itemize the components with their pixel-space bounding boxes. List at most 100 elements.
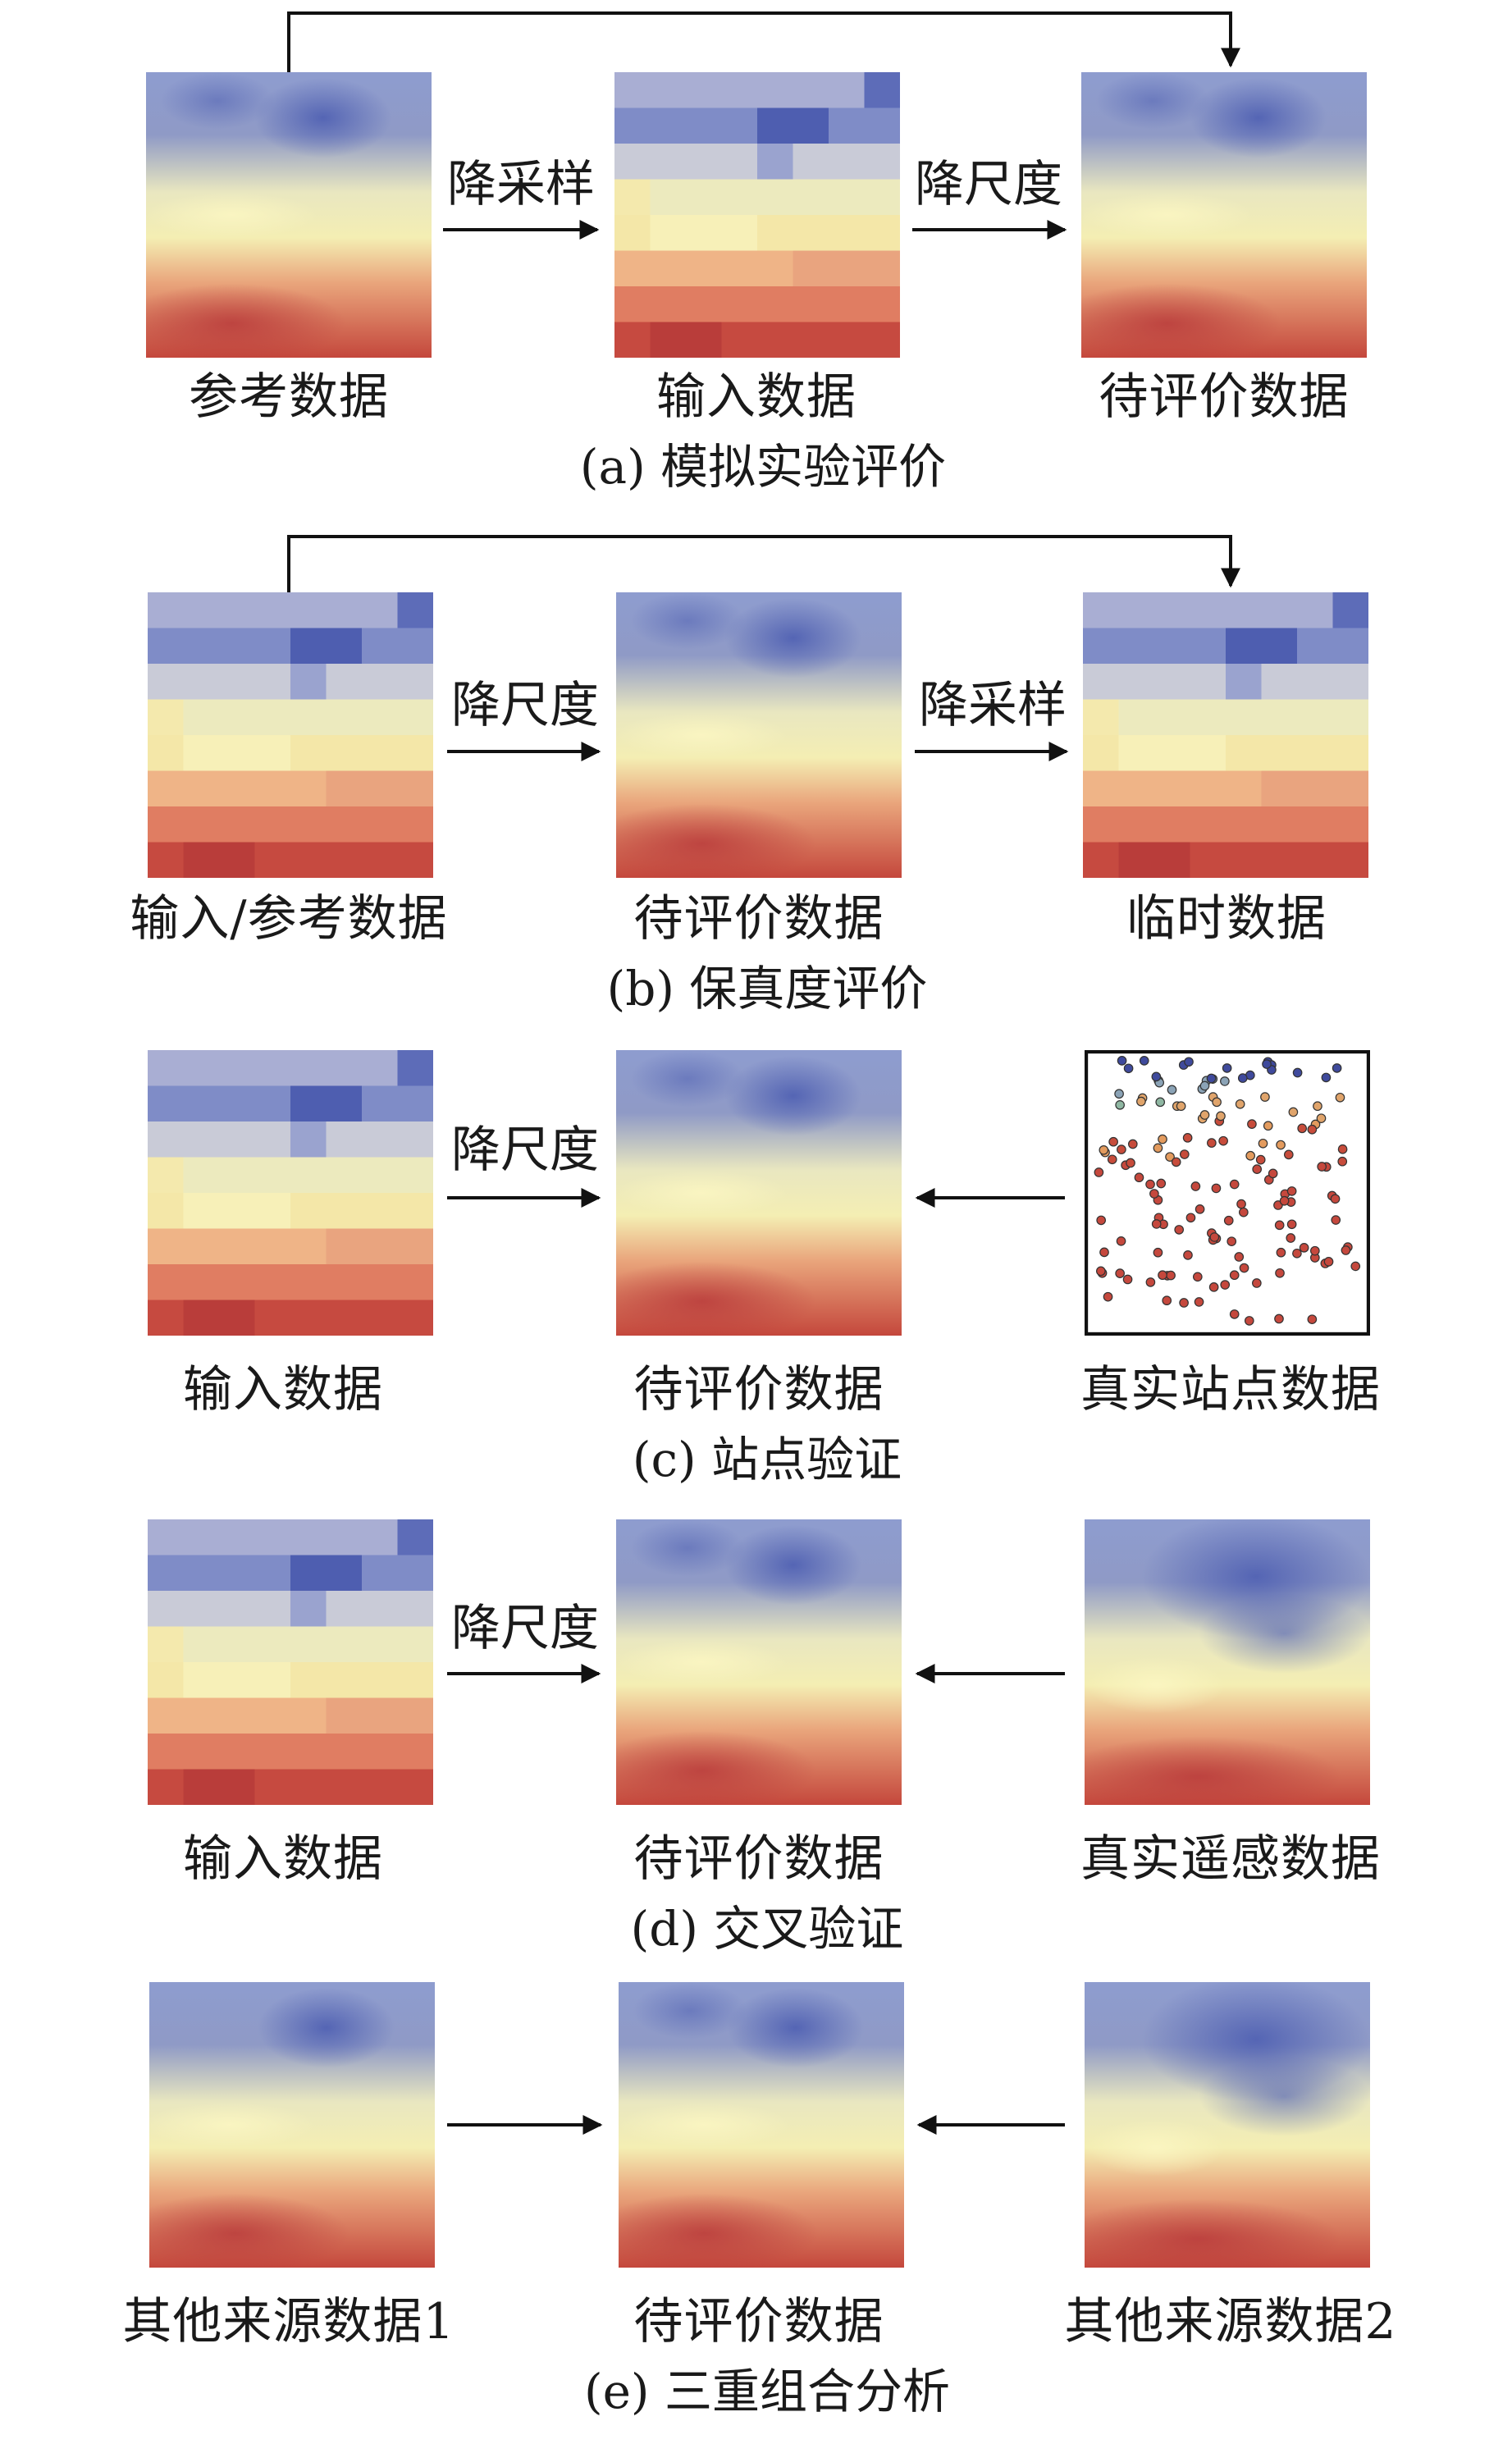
grid-cell (686, 250, 723, 287)
grid-cell (864, 286, 900, 323)
grid-cell (183, 1085, 220, 1122)
grid-cell (864, 144, 900, 180)
grid-cell (1190, 664, 1227, 701)
station-point (1099, 1144, 1109, 1155)
station-point (1149, 1189, 1159, 1199)
station-point (1117, 1144, 1126, 1154)
grid-cell (829, 322, 866, 358)
station-point (1288, 1107, 1299, 1117)
grid-cell (397, 806, 433, 843)
station-point (1158, 1134, 1167, 1144)
input-data-grid (148, 1050, 433, 1336)
grid-cell (148, 1085, 185, 1122)
grid-cell (721, 215, 758, 252)
grid-cell (757, 322, 794, 358)
station-point (1239, 1263, 1249, 1273)
grid-cell (1332, 699, 1368, 736)
caption-b: (b) 保真度评价 (606, 961, 928, 1016)
label-evaluated-data: 待评价数据 (1099, 368, 1350, 426)
station-point (1122, 1274, 1133, 1285)
station-point (1222, 1063, 1232, 1073)
grid-cell (650, 286, 687, 323)
caption-a: (a) 模拟实验评价 (579, 439, 947, 495)
grid-cell (1190, 842, 1227, 878)
grid-cell (219, 1300, 256, 1336)
station-point (1235, 1099, 1245, 1109)
grid-cell (1297, 842, 1334, 878)
grid-cell (326, 1769, 363, 1805)
input-data-grid (148, 1519, 433, 1805)
grid-cell (650, 107, 687, 144)
grid-cell (1226, 592, 1263, 629)
grid-cell (362, 1264, 399, 1301)
station-point (1292, 1248, 1302, 1259)
grid-cell (1154, 770, 1191, 807)
grid-cell (397, 1769, 433, 1805)
station-point (1260, 1092, 1270, 1102)
grid-cell (183, 1228, 220, 1265)
grid-cell (290, 770, 327, 807)
grid-cell (614, 215, 651, 252)
grid-cell (290, 1734, 327, 1770)
grid-cell (290, 1121, 327, 1158)
grid-cell (1226, 699, 1263, 736)
grid-cell (148, 735, 185, 772)
label-evaluated-data: 待评价数据 (633, 1361, 884, 1418)
grid-cell (1083, 806, 1120, 843)
grid-cell (148, 1193, 185, 1230)
grid-cell (397, 770, 433, 807)
grid-cell (183, 664, 220, 701)
grid-cell (1083, 842, 1120, 878)
grid-cell (326, 1662, 363, 1699)
grid-cell (326, 1157, 363, 1194)
grid-cell (254, 1519, 291, 1556)
grid-cell (183, 1591, 220, 1628)
station-point (1155, 1097, 1166, 1108)
grid-cell (829, 72, 866, 109)
grid-cell (1118, 806, 1155, 843)
grid-cell (362, 842, 399, 878)
grid-cell (1154, 664, 1191, 701)
grid-cell (686, 179, 723, 216)
grid-cell (1118, 592, 1155, 629)
station-point (1115, 1099, 1125, 1110)
grid-cell (254, 770, 291, 807)
station-point (1223, 1215, 1234, 1226)
station-point (1276, 1247, 1286, 1258)
grid-cell (148, 1228, 185, 1265)
other-source-data-1-field (149, 1982, 435, 2268)
grid-cell (1083, 735, 1120, 772)
grid-cell (397, 1193, 433, 1230)
station-point (1179, 1149, 1190, 1159)
grid-cell (1083, 664, 1120, 701)
grid-cell (326, 699, 363, 736)
grid-cell (254, 1228, 291, 1265)
station-point (1176, 1101, 1186, 1112)
grid-cell (793, 215, 829, 252)
station-point (1268, 1168, 1278, 1179)
station-point (1099, 1247, 1109, 1258)
grid-cell (864, 179, 900, 216)
other-source-data-2-field (1085, 1982, 1370, 2268)
downscale-label: 降尺度 (451, 1121, 599, 1179)
station-point (1220, 1280, 1231, 1290)
grid-cell (650, 179, 687, 216)
label-evaluated-data: 待评价数据 (633, 1830, 884, 1888)
grid-cell (829, 215, 866, 252)
grid-cell (614, 72, 651, 109)
station-point (1313, 1101, 1322, 1112)
grid-cell (290, 1193, 327, 1230)
station-point (1286, 1186, 1297, 1196)
station-point (1229, 1309, 1240, 1319)
grid-cell (183, 1662, 220, 1699)
grid-cell (326, 592, 363, 629)
station-point (1194, 1297, 1204, 1307)
grid-cell (686, 286, 723, 323)
label-other-source-data-2: 其他来源数据2 (1064, 2293, 1397, 2350)
grid-cell (148, 699, 185, 736)
label-evaluated-data: 待评价数据 (633, 890, 884, 948)
station-point (1199, 1110, 1210, 1120)
grid-cell (183, 770, 220, 807)
grid-cell (397, 1300, 433, 1336)
grid-cell (290, 735, 327, 772)
